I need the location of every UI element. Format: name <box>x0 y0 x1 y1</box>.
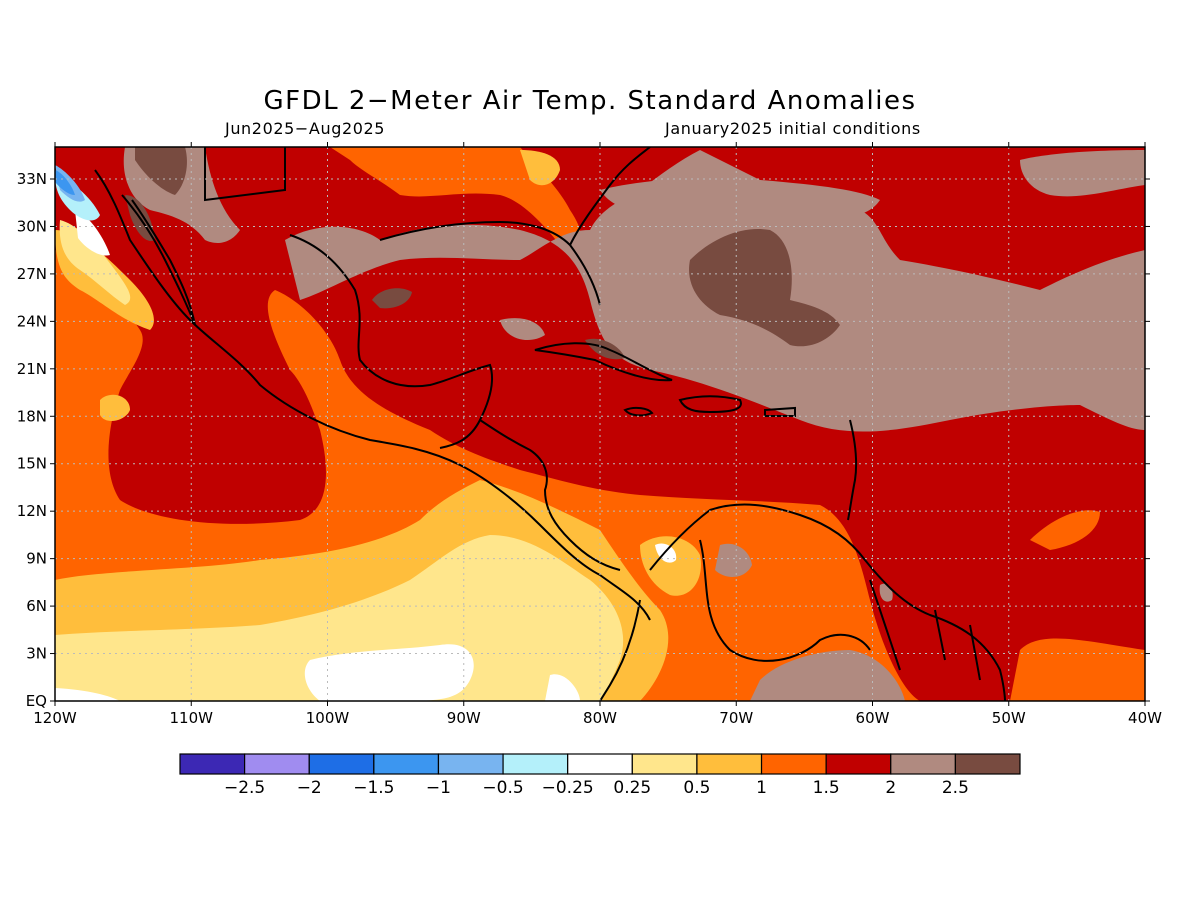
colorbar-label: −0.25 <box>542 778 594 798</box>
lat-label: 33N <box>17 170 47 188</box>
colorbar-label: 0.5 <box>683 778 710 798</box>
taupe-south <box>750 650 905 701</box>
orange-east <box>1010 638 1145 701</box>
lon-label: 60W <box>856 709 890 727</box>
south-america-west <box>599 599 641 701</box>
lon-label: 40W <box>1128 709 1162 727</box>
lesser-antilles <box>847 419 858 521</box>
lat-label: 30N <box>17 217 47 235</box>
colorbar-swatch <box>890 753 956 775</box>
white-baja <box>75 210 110 256</box>
colorbar-swatch <box>760 753 827 775</box>
graticule <box>55 147 1145 701</box>
taupe-gulf-blob <box>500 318 545 340</box>
colorbar-label: −2 <box>297 778 322 798</box>
lon-label: 120W <box>33 709 77 727</box>
colorbar-swatch <box>696 753 763 775</box>
yelloworange-florida <box>520 150 560 186</box>
hispaniola <box>678 395 742 414</box>
colorbar-label: −1 <box>426 778 451 798</box>
baja-peninsula <box>121 194 196 326</box>
lon-label: 110W <box>170 709 214 727</box>
colorbar-swatch <box>308 753 375 775</box>
brown-gulf <box>372 288 412 309</box>
lon-label: 50W <box>992 709 1026 727</box>
guiana-borders <box>869 579 981 681</box>
lat-label: 21N <box>17 360 47 378</box>
lightblue-coast <box>55 165 85 202</box>
orange-north-mexico <box>330 147 581 247</box>
south-america-north <box>649 503 1006 701</box>
lat-label: 6N <box>26 597 47 615</box>
lat-label: 27N <box>17 265 47 283</box>
colorbar-swatch <box>437 753 504 775</box>
colorbar-swatch <box>567 753 633 775</box>
lat-label: 3N <box>26 645 47 663</box>
lightyellow-baja <box>59 220 131 305</box>
white-eq <box>55 688 120 701</box>
central-america-caribbean <box>479 419 621 571</box>
initial-conditions: January2025 initial conditions <box>665 119 921 138</box>
lat-label: 12N <box>17 502 47 520</box>
lat-label: 18N <box>17 407 47 425</box>
colorbar-swatch <box>179 753 246 775</box>
anomaly-field <box>55 147 1145 701</box>
colorbar-label: 1 <box>756 778 767 798</box>
colorbar-swatch <box>502 753 569 775</box>
colorbar-label: −0.5 <box>482 778 523 798</box>
white-panama <box>655 543 677 563</box>
blue-coast <box>55 170 75 195</box>
jamaica <box>623 406 654 417</box>
lon-label: 90W <box>447 709 481 727</box>
taupe-venezuela <box>715 543 752 577</box>
map-title: GFDL 2−Meter Air Temp. Standard Anomalie… <box>263 86 917 116</box>
lon-label: 100W <box>306 709 350 727</box>
colorbar-swatch <box>373 753 440 775</box>
white-blob <box>545 674 580 701</box>
colorbar-swatch <box>825 753 892 775</box>
orange-east-blob <box>1030 510 1100 550</box>
us-mexico-border <box>204 147 286 202</box>
yelloworange-blob <box>100 394 130 422</box>
orange-venezuela <box>779 546 853 611</box>
colorbar-label: 0.25 <box>613 778 651 798</box>
us-gulf-coast <box>379 220 601 306</box>
longitude-axis: 120W 110W 100W 90W 80W 70W 60W 50W 40W <box>33 142 1162 727</box>
colorbar-swatch <box>631 753 698 775</box>
colorbar-label: −2.5 <box>224 778 265 798</box>
colorbar-swatch <box>244 753 310 775</box>
lon-label: 70W <box>719 709 753 727</box>
cuba <box>534 342 673 382</box>
venezuela-border <box>699 539 871 662</box>
yelloworange-caribbean <box>640 536 701 596</box>
colorbar-label: −1.5 <box>353 778 394 798</box>
colorbar-label: 1.5 <box>813 778 840 798</box>
brown-nw <box>135 147 187 195</box>
taupe-north <box>600 178 880 217</box>
colorbar-label: 2 <box>885 778 896 798</box>
lat-label: 9N <box>26 550 47 568</box>
taupe-northeast <box>1020 150 1145 197</box>
gulf-coast <box>289 234 493 449</box>
forecast-period: Jun2025−Aug2025 <box>225 119 386 138</box>
lat-label: 24N <box>17 312 47 330</box>
white-pacific <box>304 644 474 701</box>
lat-label: 15N <box>17 455 47 473</box>
colorbar: −2.5 −2 −1.5 −1 −0.5 −0.25 0.25 0.5 1 1.5 2 2.5 <box>179 753 1021 798</box>
lightyellow-pacific <box>55 535 624 701</box>
brown-cuba <box>585 338 625 360</box>
lat-label: EQ <box>26 692 47 710</box>
us-atlantic-coast <box>569 147 651 246</box>
colorbar-swatch <box>954 753 1021 775</box>
latitude-axis: 33N 30N 27N 24N 21N 18N 15N 12N 9N 6N 3N EQ <box>17 170 1150 710</box>
colorbar-label: 2.5 <box>942 778 969 798</box>
lon-label: 80W <box>583 709 617 727</box>
brown-atlantic <box>689 229 840 347</box>
